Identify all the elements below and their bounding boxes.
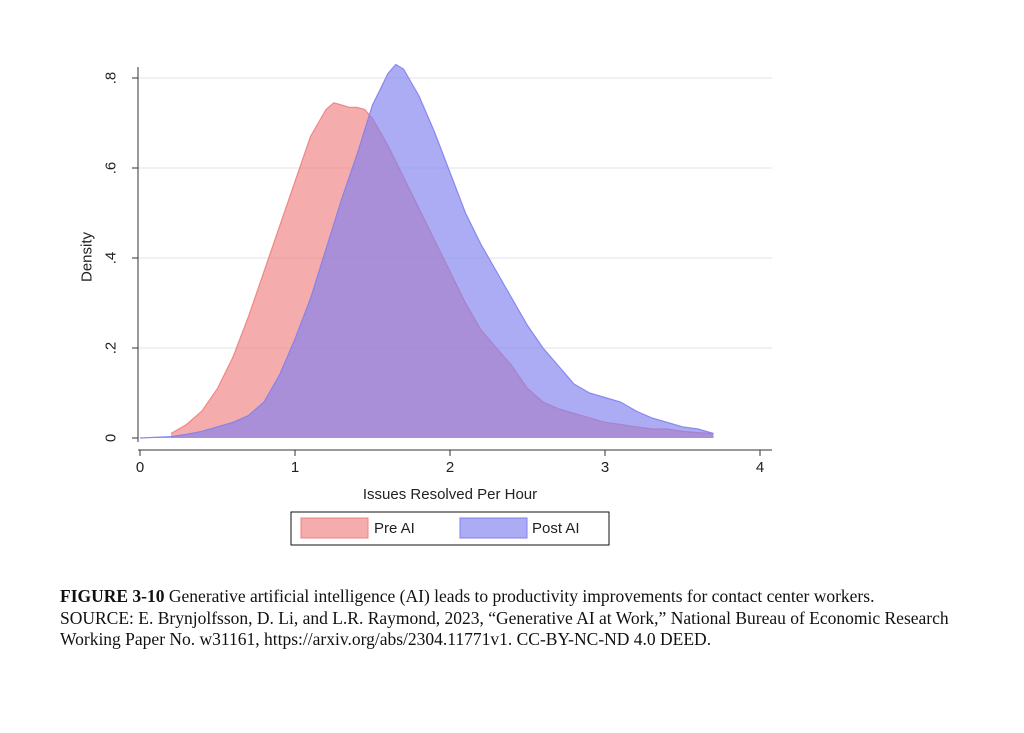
figure-caption-line: FIGURE 3-10 Generative artificial intell…	[60, 586, 990, 608]
series-line-post-ai	[139, 63, 714, 439]
source-text: SOURCE: E. Brynjolfsson, D. Li, and L.R.…	[60, 607, 949, 650]
series-area-post-ai	[140, 64, 714, 438]
y-tick-label-1: .2	[102, 342, 119, 355]
x-tick-label-2: 2	[446, 459, 454, 476]
x-tick-label-4: 4	[756, 459, 764, 476]
x-tick-label-0: 0	[136, 459, 144, 476]
y-tick-label-2: .4	[102, 252, 119, 265]
density-chart: 0 .2 .4 .6 .8 0 1 2 3 4 Density Issues Resolved Per…	[58, 35, 790, 562]
legend-swatch-1	[459, 517, 528, 539]
x-tick-label-3: 3	[601, 459, 609, 476]
legend-label-0: Pre AI	[374, 520, 415, 537]
y-tick-label-0: 0	[102, 434, 119, 442]
x-tick-label-1: 1	[291, 459, 299, 476]
figure-label: FIGURE 3-10	[60, 586, 165, 606]
legend-label-1: Post AI	[532, 520, 580, 537]
y-tick-label-3: .6	[102, 162, 119, 175]
y-tick-label-4: .8	[102, 72, 119, 85]
figure-caption: FIGURE 3-10 Generative artificial intell…	[60, 586, 990, 651]
legend-swatch-0	[300, 517, 369, 539]
x-axis-title: Issues Resolved Per Hour	[363, 486, 537, 503]
figure-text: Generative artificial intelligence (AI) …	[164, 586, 875, 606]
chart-svg: 0 .2 .4 .6 .8 0 1 2 3 4 Density Issues Resolved Per…	[78, 63, 772, 546]
y-axis-title: Density	[78, 231, 95, 282]
